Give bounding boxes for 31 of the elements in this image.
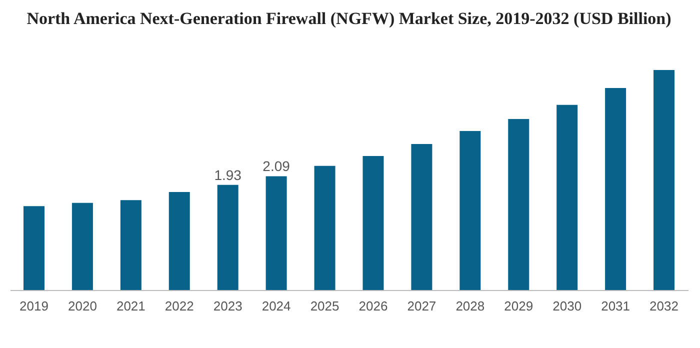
bar	[460, 130, 481, 290]
bar	[168, 192, 190, 290]
bar	[411, 144, 432, 290]
x-tick-label: 2032	[650, 298, 678, 314]
bar	[23, 206, 44, 290]
bar	[654, 70, 675, 290]
x-tick-label: 2026	[358, 298, 388, 314]
data-label: 2.09	[262, 158, 290, 174]
chart-title: North America Next-Generation Firewall (NGFW) Market Size, 2019-2032 (USD Billion)	[26, 9, 672, 28]
x-tick-label: 2025	[310, 298, 340, 314]
x-tick-label: 2019	[20, 298, 48, 314]
bar	[120, 200, 142, 290]
x-tick-label: 2024	[262, 298, 291, 314]
bar	[508, 119, 530, 290]
bar	[72, 202, 93, 290]
bar	[266, 176, 287, 290]
x-tick-label: 2027	[407, 298, 436, 314]
x-tick-label: 2028	[456, 298, 485, 314]
x-tick-label: 2022	[164, 298, 194, 314]
bar	[556, 104, 578, 290]
x-tick-label: 2023	[213, 298, 242, 314]
bar	[362, 156, 384, 290]
x-tick-label: 2020	[68, 298, 97, 314]
x-tick-label: 2029	[504, 298, 534, 314]
x-tick-label: 2031	[601, 298, 630, 314]
bar	[314, 166, 336, 290]
bar	[217, 184, 238, 290]
x-tick-label: 2021	[116, 298, 146, 314]
x-tick-label: 2030	[552, 298, 582, 314]
data-label: 1.93	[214, 166, 242, 183]
bar	[605, 88, 626, 290]
